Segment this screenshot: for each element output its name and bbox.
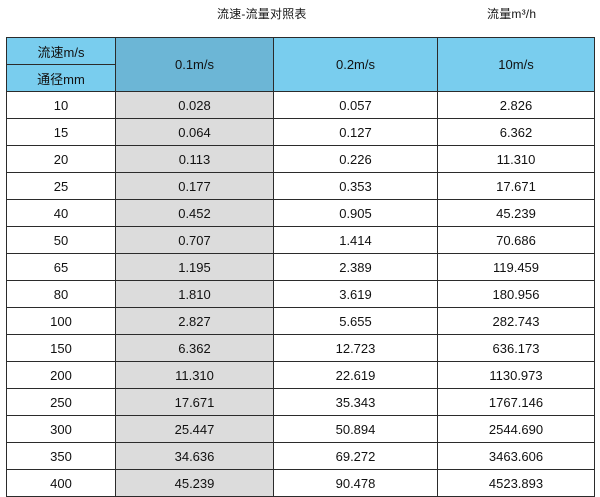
cell-flow-0.2ms: 1.414 <box>273 226 438 254</box>
table-row: 10 0.028 0.057 2.826 <box>6 91 595 119</box>
cell-diameter: 25 <box>6 172 116 200</box>
cell-diameter: 400 <box>6 469 116 497</box>
cell-flow-0.1ms: 0.113 <box>115 145 274 173</box>
cell-flow-0.1ms: 17.671 <box>115 388 274 416</box>
cell-flow-0.2ms: 0.226 <box>273 145 438 173</box>
cell-flow-0.1ms: 6.362 <box>115 334 274 362</box>
cell-flow-0.1ms: 34.636 <box>115 442 274 470</box>
table-row: 20 0.113 0.226 11.310 <box>6 145 595 173</box>
cell-flow-0.2ms: 35.343 <box>273 388 438 416</box>
cell-flow-0.2ms: 69.272 <box>273 442 438 470</box>
cell-diameter: 300 <box>6 415 116 443</box>
table-row: 250 17.671 35.343 1767.146 <box>6 388 595 416</box>
cell-flow-10ms: 17.671 <box>437 172 595 200</box>
cell-flow-0.2ms: 22.619 <box>273 361 438 389</box>
table-row: 200 11.310 22.619 1130.973 <box>6 361 595 389</box>
table-row: 65 1.195 2.389 119.459 <box>6 253 595 281</box>
table-row: 150 6.362 12.723 636.173 <box>6 334 595 362</box>
cell-flow-0.2ms: 0.127 <box>273 118 438 146</box>
cell-flow-10ms: 282.743 <box>437 307 595 335</box>
cell-flow-10ms: 11.310 <box>437 145 595 173</box>
header-diameter-label: 通径mm <box>6 64 116 92</box>
cell-flow-10ms: 4523.893 <box>437 469 595 497</box>
cell-flow-0.1ms: 1.195 <box>115 253 274 281</box>
caption-row: 流速-流量对照表 流量m³/h <box>0 0 600 36</box>
table-row: 100 2.827 5.655 282.743 <box>6 307 595 335</box>
cell-flow-10ms: 2.826 <box>437 91 595 119</box>
cell-diameter: 15 <box>6 118 116 146</box>
cell-flow-10ms: 6.362 <box>437 118 595 146</box>
cell-diameter: 100 <box>6 307 116 335</box>
cell-diameter: 350 <box>6 442 116 470</box>
cell-diameter: 65 <box>6 253 116 281</box>
header-col-10ms: 10m/s <box>437 37 595 92</box>
cell-flow-0.1ms: 25.447 <box>115 415 274 443</box>
cell-flow-0.1ms: 0.064 <box>115 118 274 146</box>
flow-rate-table: 流速m/s 0.1m/s 0.2m/s 10m/s 通径mm 10 0.028 … <box>6 37 595 497</box>
cell-diameter: 40 <box>6 199 116 227</box>
cell-flow-0.1ms: 0.177 <box>115 172 274 200</box>
cell-diameter: 20 <box>6 145 116 173</box>
header-col-0.1ms: 0.1m/s <box>115 37 274 92</box>
cell-diameter: 200 <box>6 361 116 389</box>
cell-flow-0.2ms: 0.905 <box>273 199 438 227</box>
header-row-top: 流速m/s 0.1m/s 0.2m/s 10m/s <box>6 37 595 92</box>
cell-flow-0.2ms: 90.478 <box>273 469 438 497</box>
cell-flow-10ms: 636.173 <box>437 334 595 362</box>
cell-flow-0.1ms: 0.028 <box>115 91 274 119</box>
cell-flow-0.1ms: 2.827 <box>115 307 274 335</box>
cell-diameter: 80 <box>6 280 116 308</box>
cell-flow-10ms: 2544.690 <box>437 415 595 443</box>
cell-flow-0.1ms: 1.810 <box>115 280 274 308</box>
cell-flow-10ms: 180.956 <box>437 280 595 308</box>
header-velocity-label: 流速m/s <box>6 37 116 65</box>
cell-flow-0.1ms: 11.310 <box>115 361 274 389</box>
cell-diameter: 150 <box>6 334 116 362</box>
flow-rate-table-wrapper: 流速m/s 0.1m/s 0.2m/s 10m/s 通径mm 10 0.028 … <box>6 37 595 497</box>
cell-flow-10ms: 70.686 <box>437 226 595 254</box>
table-body: 流速m/s 0.1m/s 0.2m/s 10m/s 通径mm 10 0.028 … <box>6 37 595 497</box>
cell-flow-10ms: 1767.146 <box>437 388 595 416</box>
header-row-bottom: 通径mm <box>6 64 595 92</box>
cell-flow-10ms: 119.459 <box>437 253 595 281</box>
header-col-0.2ms: 0.2m/s <box>273 37 438 92</box>
table-row: 350 34.636 69.272 3463.606 <box>6 442 595 470</box>
cell-flow-0.2ms: 0.353 <box>273 172 438 200</box>
table-row: 50 0.707 1.414 70.686 <box>6 226 595 254</box>
cell-flow-0.2ms: 5.655 <box>273 307 438 335</box>
cell-flow-10ms: 1130.973 <box>437 361 595 389</box>
cell-flow-0.1ms: 0.707 <box>115 226 274 254</box>
cell-flow-0.2ms: 0.057 <box>273 91 438 119</box>
table-row: 80 1.810 3.619 180.956 <box>6 280 595 308</box>
cell-flow-0.2ms: 3.619 <box>273 280 438 308</box>
table-row: 15 0.064 0.127 6.362 <box>6 118 595 146</box>
cell-flow-0.2ms: 50.894 <box>273 415 438 443</box>
cell-flow-0.2ms: 2.389 <box>273 253 438 281</box>
cell-diameter: 50 <box>6 226 116 254</box>
table-row: 300 25.447 50.894 2544.690 <box>6 415 595 443</box>
table-row: 40 0.452 0.905 45.239 <box>6 199 595 227</box>
cell-diameter: 10 <box>6 91 116 119</box>
page-title: 流速-流量对照表 <box>217 7 307 21</box>
cell-flow-10ms: 3463.606 <box>437 442 595 470</box>
cell-flow-0.1ms: 0.452 <box>115 199 274 227</box>
cell-flow-0.2ms: 12.723 <box>273 334 438 362</box>
cell-flow-0.1ms: 45.239 <box>115 469 274 497</box>
table-row: 400 45.239 90.478 4523.893 <box>6 469 595 497</box>
table-row: 25 0.177 0.353 17.671 <box>6 172 595 200</box>
cell-flow-10ms: 45.239 <box>437 199 595 227</box>
flow-unit-label: 流量m³/h <box>487 7 537 21</box>
cell-diameter: 250 <box>6 388 116 416</box>
